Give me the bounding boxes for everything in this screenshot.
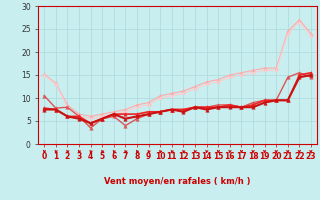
- X-axis label: Vent moyen/en rafales ( km/h ): Vent moyen/en rafales ( km/h ): [104, 177, 251, 186]
